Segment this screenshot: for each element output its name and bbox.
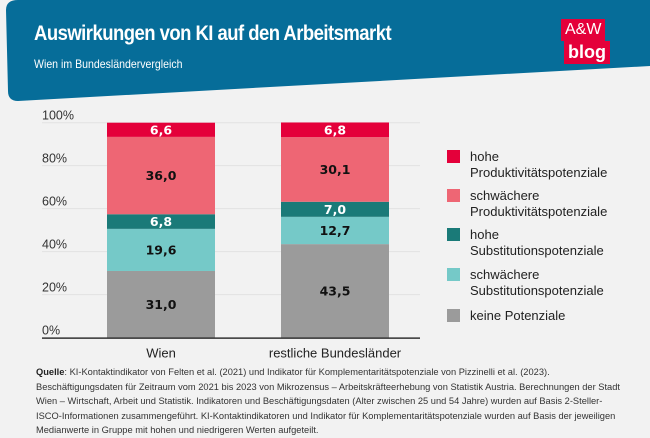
bar-segment — [107, 270, 215, 338]
legend-item: keine Potenziale — [447, 308, 565, 324]
legend-label: hohe Produktivitätspotenziale — [470, 149, 608, 180]
data-label: 30,1 — [320, 162, 351, 177]
data-label: 6,6 — [150, 122, 172, 137]
legend-label: keine Potenziale — [470, 308, 566, 323]
legend-item: hohe Produktivitätspotenziale — [447, 149, 607, 181]
chart-subtitle: Wien im Bundesländervergleich — [34, 57, 183, 71]
legend-item: hohe Substitutionspotenziale — [447, 227, 604, 259]
bar-segment — [281, 201, 389, 217]
data-label: 6,8 — [324, 122, 346, 137]
bar-segment — [281, 216, 389, 245]
y-tick-label: 80% — [42, 152, 67, 166]
legend-label: hohe Substitutionspotenziale — [470, 227, 604, 258]
legend-swatch — [447, 189, 460, 202]
y-tick-label: 100% — [42, 109, 74, 123]
legend-swatch — [447, 150, 460, 163]
legend-item: schwächere Substitutionspotenziale — [447, 267, 604, 299]
legend-label: schwächere Substitutionspotenziale — [470, 267, 604, 298]
data-label: 36,0 — [146, 168, 177, 183]
bar-segment — [107, 136, 215, 215]
chart-title: Auswirkungen von KI auf den Arbeitsmarkt — [34, 22, 392, 45]
source-note: Quelle: KI-Kontaktindikator von Felten e… — [36, 365, 626, 438]
bar-segment — [107, 228, 215, 271]
header-banner: Auswirkungen von KI auf den Arbeitsmarkt… — [0, 0, 650, 105]
data-label: 12,7 — [320, 223, 351, 238]
legend-swatch — [447, 309, 460, 322]
source-text: : KI-Kontaktindikator von Felten et al. … — [36, 367, 620, 435]
legend-swatch — [447, 268, 460, 281]
x-tick-label: restliche Bundesländer — [269, 346, 402, 360]
logo-blog: blog — [564, 41, 610, 64]
header-background — [6, 0, 650, 101]
source-label: Quelle — [36, 367, 65, 377]
legend-swatch — [447, 228, 460, 241]
y-tick-label: 60% — [42, 195, 67, 209]
x-tick-label: Wien — [146, 346, 176, 360]
data-label: 43,5 — [320, 283, 351, 298]
data-label: 7,0 — [324, 202, 346, 217]
stacked-bar-chart: 0% 20% 40% 60% 80% 100% 31,0 19,6 6,8 36,0 6,6 Wien… — [42, 109, 420, 360]
bar-segment — [107, 214, 215, 229]
y-tick-label: 0% — [42, 324, 60, 338]
data-label: 6,8 — [150, 214, 172, 229]
legend-label: schwächere Produktivitätspotenziale — [470, 188, 608, 219]
y-tick-label: 20% — [42, 281, 67, 295]
bar-segment — [107, 122, 215, 137]
legend-item: schwächere Produktivitätspotenziale — [447, 188, 607, 220]
data-label: 31,0 — [146, 297, 177, 312]
bar-segment — [281, 244, 389, 338]
y-tick-label: 40% — [42, 238, 67, 252]
logo-aw: A&W — [561, 19, 606, 41]
bar-segment — [281, 137, 389, 202]
bar-segment — [281, 122, 389, 138]
data-label: 19,6 — [146, 242, 177, 257]
